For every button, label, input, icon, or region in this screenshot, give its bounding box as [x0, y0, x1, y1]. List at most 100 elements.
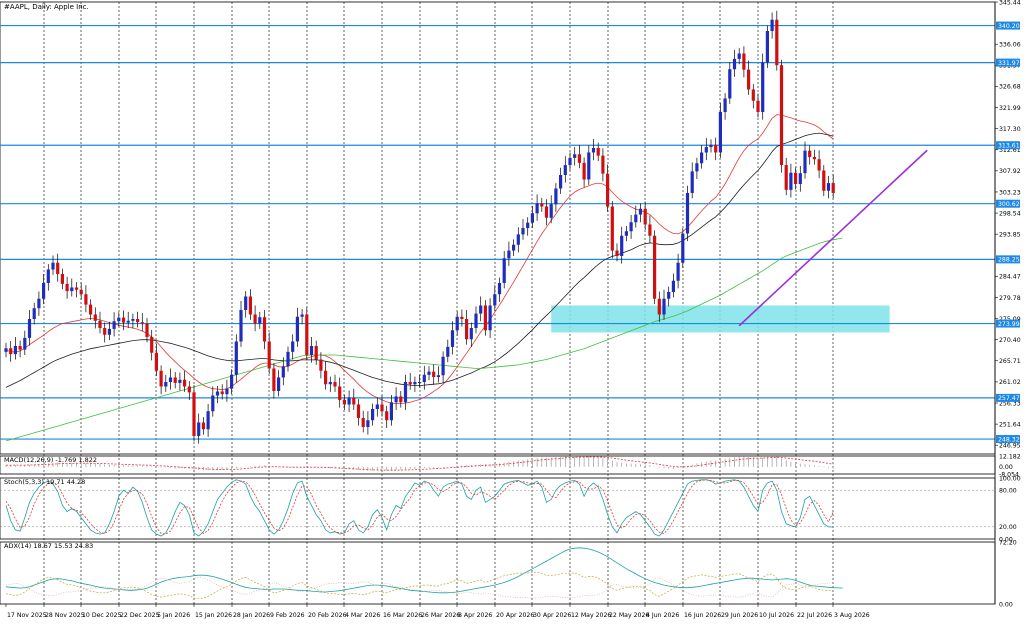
- price-tick-label: 284.47: [999, 274, 1021, 281]
- level-price-tag-text: 257.47: [998, 395, 1020, 402]
- candle: [136, 311, 140, 328]
- candle: [812, 149, 816, 165]
- candle: [596, 142, 600, 162]
- support-zone-rect: [551, 305, 890, 333]
- candle: [657, 291, 661, 323]
- candle-body: [728, 69, 732, 99]
- candle: [239, 300, 243, 347]
- date-tick-label: 29 Jun 2026: [721, 612, 758, 619]
- candle: [808, 145, 812, 165]
- candle: [338, 377, 342, 408]
- adx-panel-frame: [0, 541, 996, 605]
- candle: [742, 46, 746, 78]
- price-tick-label: 317.30: [999, 126, 1021, 133]
- candle-body: [775, 19, 779, 66]
- candle: [37, 291, 41, 316]
- candle: [333, 374, 337, 392]
- price-tick-label: 279.78: [999, 295, 1021, 302]
- candle-body: [93, 314, 97, 321]
- candle-body: [262, 317, 267, 342]
- candle: [380, 395, 384, 417]
- candle: [356, 399, 361, 426]
- candle: [794, 167, 798, 190]
- candle: [474, 306, 478, 334]
- candle: [653, 230, 657, 305]
- candle-body: [488, 305, 492, 331]
- candle-body: [789, 172, 793, 190]
- candle: [723, 93, 727, 120]
- indicator-panels: 12.1820.00-8.054100.0080.0020.000.0072.2…: [0, 453, 1021, 608]
- candle: [493, 285, 497, 311]
- price-tick-label: 275.09: [999, 316, 1021, 323]
- date-tick-label: 22 May 2026: [609, 612, 649, 619]
- candle: [347, 390, 351, 413]
- macd-tick-label: 0.00: [999, 464, 1013, 471]
- stoch-tick-label: 0.00: [999, 536, 1013, 543]
- candle-body: [479, 305, 483, 314]
- candle: [98, 311, 102, 334]
- candle: [685, 185, 690, 242]
- candle-body: [681, 233, 685, 263]
- level-price-tag: [996, 141, 1020, 150]
- candle-body: [446, 346, 450, 357]
- candle: [784, 157, 788, 196]
- candle: [230, 369, 234, 395]
- level-price-tag: [996, 435, 1020, 444]
- candle-body: [483, 305, 487, 331]
- candle: [568, 152, 572, 171]
- date-tick-label: 20 Feb 2026: [308, 612, 347, 619]
- candle: [549, 195, 553, 224]
- candle-body: [737, 53, 741, 59]
- candle: [606, 164, 610, 212]
- candle: [159, 365, 163, 395]
- candle: [770, 12, 774, 39]
- candle-body: [530, 213, 534, 223]
- candle: [18, 340, 22, 358]
- candle: [150, 329, 154, 361]
- candle: [817, 150, 821, 179]
- candle-body: [197, 422, 201, 436]
- candle-body: [300, 314, 304, 317]
- candle-body: [89, 304, 93, 315]
- date-tick-label: 15 Jan 2026: [195, 612, 232, 619]
- candle-body: [145, 323, 149, 337]
- candle: [441, 351, 445, 383]
- date-tick-label: 28 Jan 2026: [233, 612, 270, 619]
- candle: [107, 321, 111, 341]
- candle-body: [465, 318, 469, 340]
- grid-lines: [43, 2, 834, 604]
- candle: [46, 264, 50, 291]
- candle-body: [324, 370, 328, 385]
- candle-body: [794, 172, 798, 184]
- candle: [413, 376, 417, 392]
- candle: [671, 273, 675, 298]
- candle-body: [319, 359, 323, 371]
- candle-body: [822, 170, 826, 191]
- candle: [168, 368, 173, 390]
- candle: [610, 201, 614, 259]
- candle: [234, 334, 238, 383]
- candle-body: [413, 381, 417, 385]
- candle: [324, 361, 328, 390]
- candle-body: [629, 222, 633, 232]
- candle-body: [385, 411, 389, 421]
- candle: [164, 374, 168, 392]
- candle: [371, 403, 375, 426]
- price-tick-label: 312.61: [999, 147, 1021, 154]
- candle: [455, 311, 459, 336]
- candle: [488, 298, 492, 338]
- candle-body: [516, 234, 520, 245]
- candle: [309, 336, 314, 363]
- candle-body: [201, 422, 205, 430]
- candle: [502, 251, 506, 289]
- candle: [366, 411, 370, 435]
- date-tick-label: 16 Jun 2026: [684, 612, 721, 619]
- candle-body: [178, 379, 182, 383]
- date-tick-label: 8 Apr 2026: [458, 612, 492, 619]
- macd-tick-label: 12.182: [999, 453, 1021, 460]
- candle: [74, 282, 79, 298]
- candle: [394, 387, 398, 410]
